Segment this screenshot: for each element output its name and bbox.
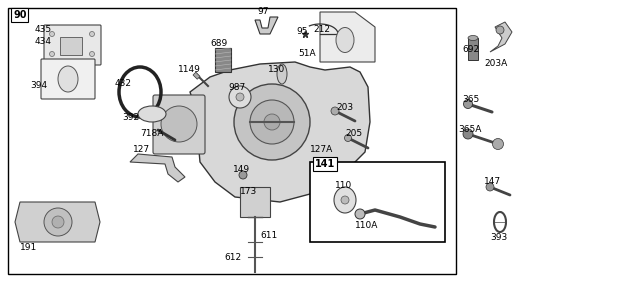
Circle shape (264, 114, 280, 130)
Circle shape (50, 32, 55, 36)
Polygon shape (190, 62, 370, 202)
Text: 612: 612 (224, 254, 241, 263)
Text: 718A: 718A (140, 129, 164, 138)
Ellipse shape (336, 28, 354, 52)
Polygon shape (490, 22, 512, 52)
Text: 141: 141 (315, 159, 335, 169)
Circle shape (250, 100, 294, 144)
Circle shape (341, 196, 349, 204)
Text: 110: 110 (335, 182, 352, 191)
Text: 110A: 110A (355, 221, 378, 230)
FancyBboxPatch shape (41, 59, 95, 99)
Text: 147: 147 (484, 177, 501, 186)
Bar (240, 187, 270, 217)
Circle shape (463, 129, 473, 139)
Circle shape (331, 107, 339, 115)
Ellipse shape (334, 187, 356, 213)
Circle shape (234, 84, 310, 160)
Bar (60, 37, 82, 55)
Text: 394: 394 (30, 80, 47, 89)
FancyBboxPatch shape (44, 25, 101, 65)
Text: 434: 434 (35, 38, 52, 47)
Text: 392: 392 (122, 113, 139, 122)
Text: 205: 205 (345, 129, 362, 138)
Bar (468, 38, 478, 60)
Text: 173: 173 (240, 188, 257, 197)
Bar (193, 72, 200, 79)
Text: 987: 987 (228, 83, 246, 91)
Text: 432: 432 (115, 80, 132, 89)
Circle shape (355, 209, 365, 219)
Text: 1149: 1149 (178, 65, 201, 74)
Text: 149: 149 (233, 164, 250, 173)
Text: 692: 692 (462, 45, 479, 54)
Text: 191: 191 (20, 243, 37, 252)
FancyBboxPatch shape (153, 95, 205, 154)
Text: 95: 95 (296, 28, 308, 36)
Circle shape (44, 208, 72, 236)
Ellipse shape (138, 106, 166, 122)
Ellipse shape (58, 66, 78, 92)
Text: 435: 435 (35, 25, 52, 34)
Circle shape (161, 106, 197, 142)
Text: 130: 130 (268, 65, 285, 74)
Text: 90: 90 (13, 10, 27, 20)
Circle shape (239, 171, 247, 179)
Bar (8, 8, 456, 274)
Text: 393: 393 (490, 232, 507, 241)
Ellipse shape (468, 36, 478, 41)
Circle shape (236, 93, 244, 101)
Circle shape (52, 216, 64, 228)
Polygon shape (320, 12, 375, 62)
Polygon shape (130, 154, 185, 182)
Text: 689: 689 (210, 39, 228, 49)
Text: 51A: 51A (298, 50, 316, 58)
Circle shape (486, 183, 494, 191)
Text: 203: 203 (336, 102, 353, 111)
Ellipse shape (277, 64, 287, 84)
Text: 212: 212 (313, 25, 330, 34)
Circle shape (89, 32, 94, 36)
Bar (310, 162, 445, 242)
Text: eReplacementParts.com: eReplacementParts.com (164, 138, 316, 151)
Polygon shape (255, 17, 278, 34)
Text: 97: 97 (257, 8, 268, 17)
Circle shape (464, 100, 472, 109)
Text: 611: 611 (260, 232, 277, 241)
Text: 365: 365 (462, 94, 479, 103)
Circle shape (492, 138, 503, 149)
Polygon shape (15, 202, 100, 242)
Circle shape (229, 86, 251, 108)
Circle shape (345, 135, 352, 142)
Text: 365A: 365A (458, 125, 481, 135)
Text: 127A: 127A (310, 146, 334, 155)
Circle shape (50, 52, 55, 56)
Bar (215, 48, 231, 72)
Circle shape (496, 26, 504, 34)
Circle shape (89, 52, 94, 56)
Text: 203A: 203A (484, 60, 507, 69)
Text: 127: 127 (133, 146, 150, 155)
